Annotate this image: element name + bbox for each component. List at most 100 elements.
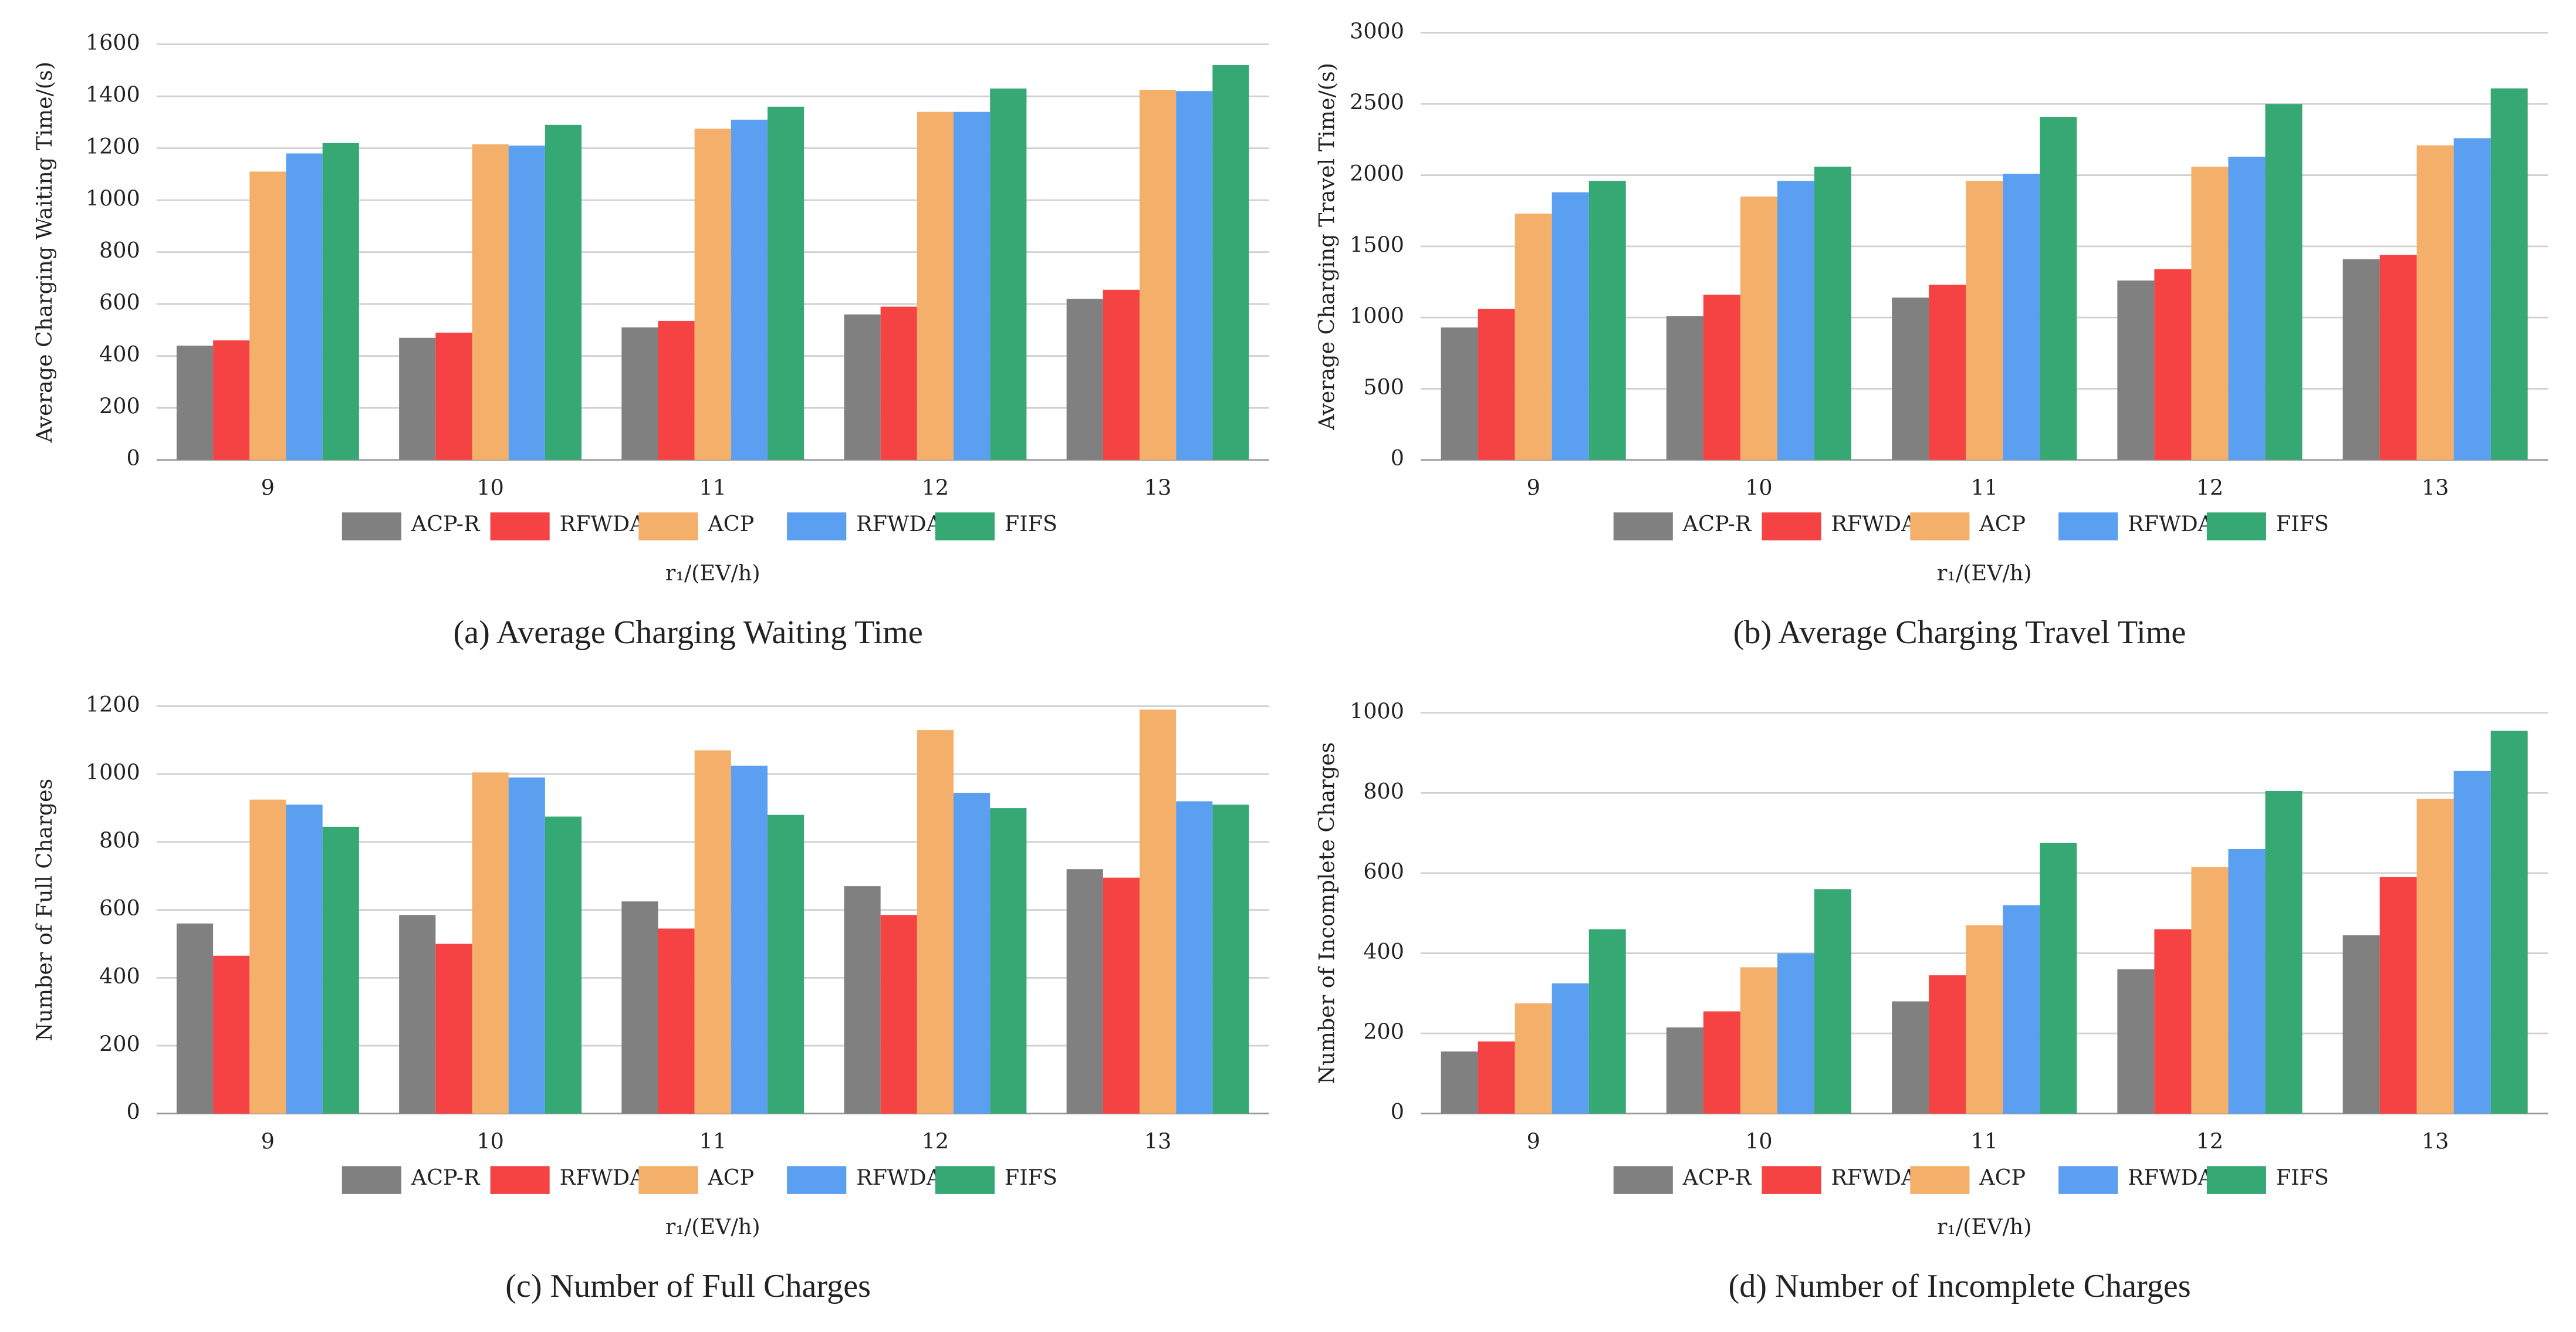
y-tick-label: 1600	[86, 30, 140, 55]
bar	[621, 901, 658, 1114]
y-axis-label: Number of Full Charges	[32, 779, 57, 1042]
x-tick-label: 10	[1745, 1129, 1772, 1154]
x-tick-label: 13	[1144, 475, 1171, 501]
legend-swatch	[2058, 512, 2118, 540]
y-tick-label: 400	[99, 342, 140, 367]
y-tick-label: 200	[1363, 1019, 1404, 1044]
bar	[399, 337, 436, 460]
legend-label: FIFS	[2276, 1165, 2329, 1190]
bar	[249, 171, 286, 460]
bar	[545, 124, 582, 460]
bar	[2416, 799, 2454, 1114]
legend-swatch	[935, 512, 995, 540]
bar	[694, 750, 731, 1114]
bar	[2490, 731, 2528, 1114]
bar	[213, 340, 250, 460]
y-tick-label: 1200	[86, 692, 140, 717]
y-tick-label: 200	[99, 394, 140, 419]
bar	[2379, 877, 2417, 1114]
y-axis-label: Average Charging Travel Time/(s)	[1314, 63, 1339, 431]
x-tick-label: 12	[2196, 1129, 2223, 1154]
y-tick-label: 0	[1391, 445, 1404, 471]
legend-label: ACP	[1979, 511, 2026, 536]
y-tick-label: 800	[99, 828, 140, 853]
bar	[1176, 91, 1213, 460]
bar	[1066, 299, 1103, 460]
x-tick-label: 10	[476, 475, 503, 501]
caption: (c) Number of Full Charges	[505, 1268, 871, 1304]
y-tick-label: 500	[1363, 374, 1404, 400]
bar	[844, 886, 881, 1114]
bar	[2228, 848, 2266, 1114]
legend-label: FIFS	[1005, 1165, 1057, 1190]
bar	[1103, 289, 1140, 460]
bar	[1966, 925, 2003, 1114]
x-tick-label: 9	[261, 475, 275, 501]
bar	[1140, 90, 1177, 460]
bar	[1777, 181, 1814, 460]
x-tick-label: 10	[1745, 475, 1772, 501]
legend-swatch	[1613, 512, 1673, 540]
legend-label: ACP-R	[1682, 511, 1752, 536]
legend-swatch	[787, 512, 847, 540]
y-tick-label: 1500	[1350, 232, 1404, 257]
legend-label: ACP	[707, 511, 754, 536]
legend-swatch	[935, 1166, 995, 1194]
y-tick-label: 1400	[86, 82, 140, 107]
bar	[844, 314, 881, 460]
bar	[472, 144, 509, 460]
bar	[1666, 1027, 1703, 1114]
bar	[508, 146, 545, 460]
y-tick-label: 800	[99, 238, 140, 263]
x-tick-label: 11	[699, 475, 726, 501]
legend-swatch	[2206, 512, 2266, 540]
bar	[1892, 1001, 1929, 1114]
bar	[1966, 181, 2003, 460]
bar	[2040, 843, 2077, 1114]
x-tick-label: 11	[1970, 1129, 1997, 1154]
legend-swatch	[1762, 512, 1821, 540]
bar	[322, 143, 359, 460]
bar	[1140, 709, 1177, 1114]
x-tick-label: 12	[2196, 475, 2223, 501]
bar	[1666, 316, 1703, 460]
bar	[2453, 770, 2491, 1114]
y-tick-label: 0	[127, 1099, 140, 1124]
bar	[213, 955, 250, 1114]
legend-swatch	[490, 1166, 550, 1194]
bar	[2265, 790, 2303, 1114]
bar	[322, 826, 359, 1114]
bar	[1176, 801, 1213, 1114]
bar	[545, 816, 582, 1114]
legend-swatch	[638, 512, 698, 540]
bar	[917, 111, 954, 460]
bar	[2040, 117, 2077, 460]
legend-label: ACP-R	[411, 1165, 481, 1190]
legend-swatch	[342, 512, 401, 540]
caption: (b) Average Charging Travel Time	[1733, 614, 2186, 651]
bar	[1740, 967, 1777, 1114]
bar	[731, 765, 768, 1114]
y-tick-label: 800	[1363, 779, 1404, 804]
x-tick-label: 10	[476, 1129, 503, 1154]
legend-swatch	[2206, 1166, 2266, 1194]
x-tick-label: 13	[2422, 475, 2449, 501]
y-tick-label: 1000	[1350, 698, 1404, 724]
bar	[1515, 214, 1552, 460]
bar	[768, 106, 804, 460]
legend-label: FIFS	[2276, 511, 2329, 536]
x-axis-label: r₁/(EV/h)	[1937, 1214, 2032, 1239]
x-axis-label: r₁/(EV/h)	[665, 560, 760, 586]
y-axis-label: Number of Incomplete Charges	[1314, 742, 1339, 1084]
legend-label: RFWDA	[856, 1165, 942, 1190]
bar	[2117, 969, 2155, 1114]
legend-label: ACP	[707, 1165, 754, 1190]
legend-label: RFWDA	[2128, 511, 2214, 536]
caption: (a) Average Charging Waiting Time	[453, 614, 922, 651]
bar	[1551, 983, 1589, 1114]
bar	[880, 915, 917, 1114]
bar	[1777, 953, 1814, 1114]
legend-swatch	[638, 1166, 698, 1194]
bar	[1441, 327, 1478, 460]
